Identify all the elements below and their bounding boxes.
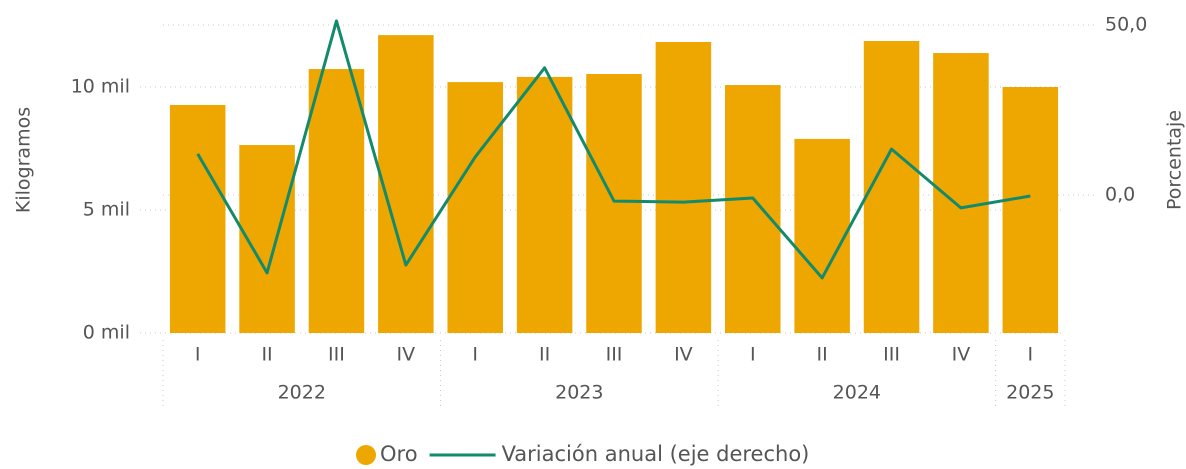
x-tick-label: I: [195, 344, 201, 366]
x-group-label: 2022: [278, 382, 326, 404]
bar: [794, 138, 850, 333]
bar: [516, 76, 573, 334]
x-tick-label: IV: [952, 344, 971, 366]
y-tick-label: 0 mil: [83, 322, 130, 344]
x-tick-label: II: [539, 344, 550, 366]
bar: [169, 104, 226, 333]
x-tick-label: IV: [674, 344, 693, 366]
x-tick-label: IV: [397, 344, 416, 366]
x-tick-label: III: [328, 344, 345, 366]
bar: [586, 73, 642, 334]
y-tick-label: 5 mil: [83, 199, 130, 221]
x-tick-label: I: [750, 344, 756, 366]
x-tick-label: II: [261, 344, 272, 366]
legend-label: Oro: [380, 442, 418, 466]
bar: [308, 69, 365, 333]
line: [196, 19, 1031, 280]
x-tick-label: III: [883, 344, 900, 366]
legend-marker: [356, 445, 376, 465]
bar: [1002, 87, 1059, 333]
legend-label: Variación anual (eje derecho): [502, 442, 810, 466]
bar: [447, 82, 503, 333]
bar: [655, 42, 712, 333]
x-group-label: 2024: [833, 382, 881, 404]
y2-tick-label: 50,0: [1105, 14, 1147, 36]
bar: [863, 41, 920, 333]
y2-tick-label: 0,0: [1105, 183, 1135, 205]
x-group-label: 2023: [555, 382, 603, 404]
bar: [378, 35, 434, 334]
bar: [725, 85, 781, 333]
x-group-label: 2025: [1006, 382, 1054, 404]
x-tick-label: III: [606, 344, 623, 366]
y2-axis-title: Porcentaje: [1164, 110, 1186, 210]
x-tick-label: I: [1028, 344, 1034, 366]
x-tick-label: I: [472, 344, 478, 366]
y-tick-label: 10 mil: [71, 76, 130, 98]
x-tick-label: II: [817, 344, 828, 366]
y-axis-title: Kilogramos: [13, 107, 35, 213]
